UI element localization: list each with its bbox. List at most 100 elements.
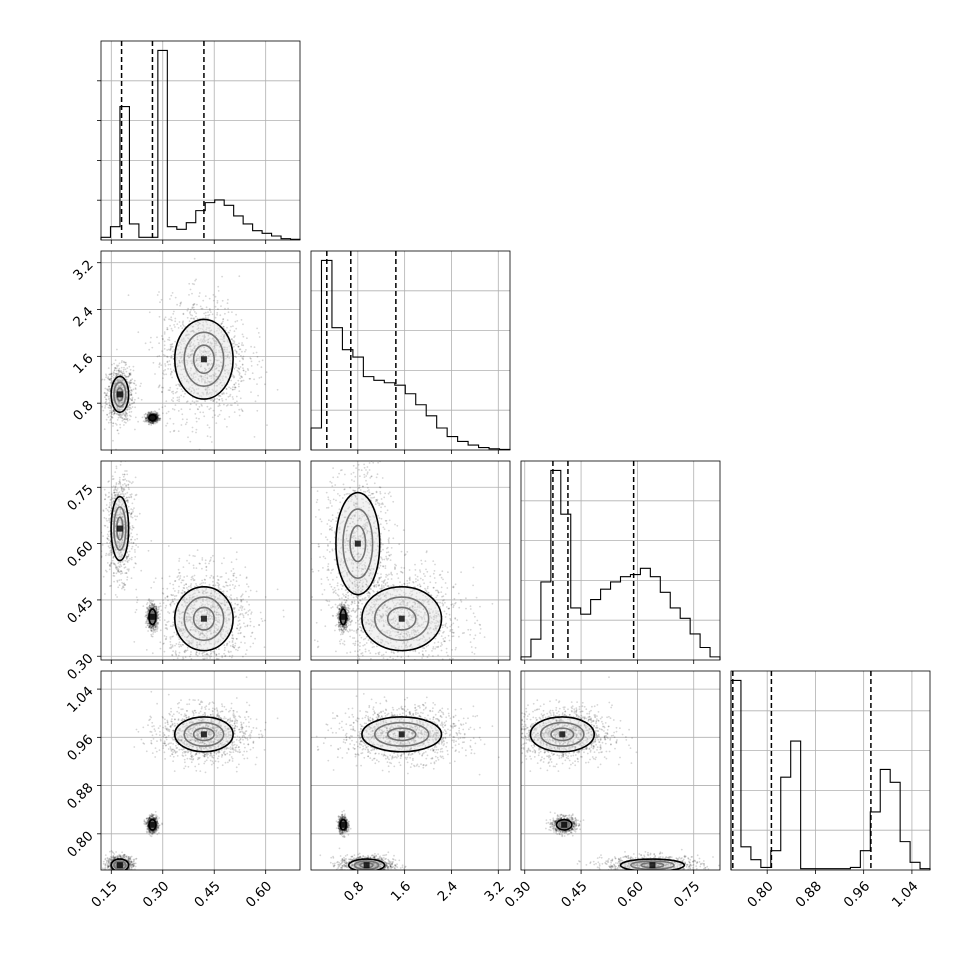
sample-point [121, 587, 123, 590]
sample-point [150, 626, 153, 629]
sample-point [132, 541, 135, 544]
sample-point [109, 409, 111, 412]
sample-point [226, 596, 229, 598]
sample-point [232, 342, 234, 345]
sample-point [155, 608, 158, 611]
sample-point [121, 493, 124, 495]
sample-point [151, 346, 154, 349]
sample-point [117, 482, 120, 485]
sample-point [122, 490, 124, 493]
sample-point [194, 413, 197, 415]
sample-point [116, 419, 119, 421]
sample-point [190, 317, 193, 320]
sample-point [128, 373, 131, 376]
sample-point [196, 303, 198, 306]
panel-0-0 [97, 40, 301, 244]
sample-point [148, 600, 151, 603]
sample-point [157, 417, 160, 420]
sample-point [150, 605, 153, 607]
sample-point [194, 585, 196, 588]
sample-point [129, 493, 132, 496]
sample-point [127, 480, 130, 482]
sample-point [126, 499, 129, 502]
sample-point [106, 537, 109, 540]
sample-point [238, 619, 241, 622]
sample-point [118, 584, 121, 587]
sample-point [234, 349, 237, 351]
sample-point [155, 626, 158, 629]
sample-point [233, 386, 236, 389]
sample-point [161, 406, 164, 409]
sample-point [237, 345, 240, 348]
sample-point [146, 417, 149, 420]
sample-point [152, 625, 155, 627]
sample-point [111, 559, 114, 562]
sample-point [151, 422, 154, 424]
sample-point [162, 354, 165, 356]
sample-point [246, 337, 248, 340]
sample-point [166, 349, 169, 351]
sample-point [109, 404, 112, 407]
sample-point [221, 393, 224, 395]
sample-point [224, 646, 226, 649]
sample-point [130, 547, 133, 550]
sample-point [237, 379, 240, 382]
sample-point [231, 640, 234, 642]
sample-point [147, 622, 150, 625]
sample-point [178, 396, 181, 398]
sample-point [256, 356, 259, 358]
sample-point [171, 343, 174, 345]
sample-point [242, 323, 244, 326]
sample-point [121, 561, 124, 563]
sample-point [169, 431, 172, 433]
sample-point [151, 606, 154, 609]
sample-point [149, 421, 152, 424]
sample-point [107, 406, 110, 409]
sample-point [243, 636, 246, 638]
sample-point [150, 410, 153, 413]
sample-point [171, 329, 174, 332]
sample-point [163, 348, 166, 350]
sample-point [174, 317, 177, 320]
sample-point [106, 533, 109, 536]
sample-point [233, 336, 236, 339]
sample-point [157, 419, 160, 421]
sample-point [121, 372, 124, 375]
sample-point [163, 344, 166, 347]
sample-point [159, 417, 162, 420]
sample-point [115, 565, 117, 568]
sample-point [130, 493, 133, 496]
sample-point [174, 296, 177, 299]
sample-point [230, 580, 232, 583]
sample-point [258, 360, 261, 363]
sample-point [257, 394, 259, 397]
sample-point [226, 326, 228, 329]
sample-point [156, 421, 158, 424]
sample-point [111, 478, 114, 481]
sample-point [108, 397, 110, 400]
sample-point [173, 624, 175, 627]
sample-point [112, 377, 115, 379]
sample-point [126, 491, 129, 494]
sample-point [149, 604, 151, 607]
sample-point [126, 578, 128, 581]
sample-point [236, 343, 238, 346]
sample-point [216, 397, 219, 400]
sample-point [125, 572, 128, 574]
sample-point [149, 626, 152, 629]
sample-point [158, 291, 160, 293]
sample-point [155, 605, 158, 608]
sample-point [232, 568, 235, 570]
sample-point [122, 563, 125, 566]
sample-point [198, 417, 200, 420]
sample-point [123, 588, 126, 591]
sample-point [149, 625, 152, 628]
sample-point [147, 612, 149, 614]
sample-point [116, 412, 119, 415]
sample-point [206, 424, 209, 426]
sample-point [117, 586, 120, 589]
sample-point [162, 599, 164, 601]
sample-point [250, 345, 253, 348]
sample-point [127, 559, 130, 562]
sample-point [218, 398, 221, 401]
